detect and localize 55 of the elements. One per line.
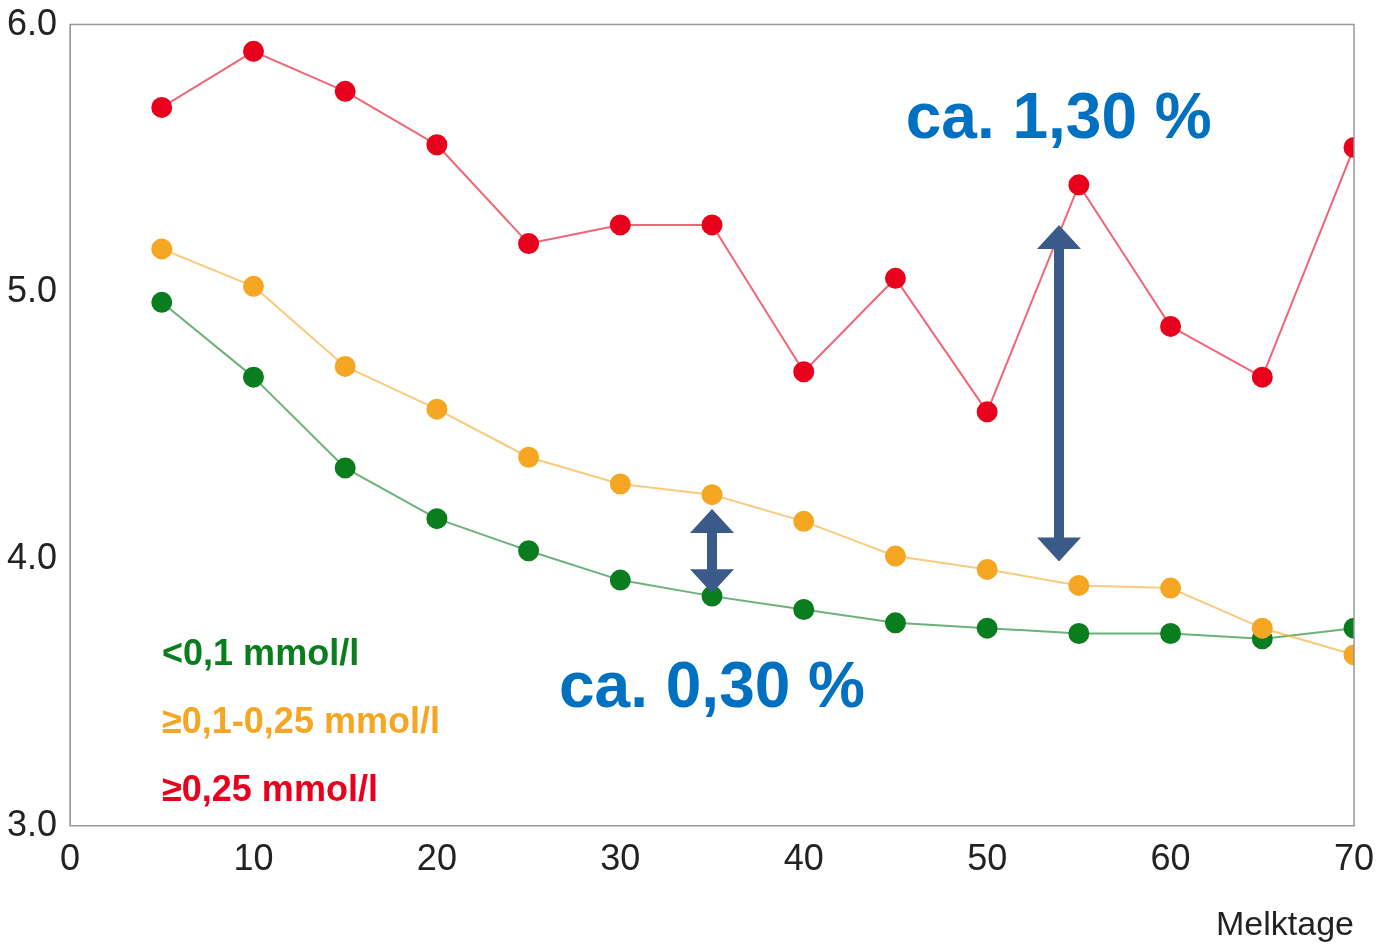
text: ≥0,1-0,25 mmol/l (162, 699, 440, 741)
point (976, 401, 998, 423)
x-tick-label: 30 (600, 837, 641, 879)
point (334, 80, 356, 102)
y-tick-label: 5.0 (7, 268, 58, 310)
point (884, 545, 906, 567)
text: <0,1 mmol/l (162, 631, 360, 673)
text: ≥0,25 mmol/l (162, 767, 378, 809)
annotation: ca. 0,30 % (559, 649, 866, 722)
point (151, 238, 173, 260)
point (1160, 623, 1182, 645)
x-tick-label: 10 (233, 837, 274, 879)
point (518, 233, 540, 255)
x-tick-label: 60 (1150, 837, 1191, 879)
point (1160, 577, 1182, 599)
point (793, 510, 815, 532)
point (793, 598, 815, 620)
point (976, 617, 998, 639)
point (242, 40, 264, 62)
point (1251, 617, 1273, 639)
y-tick-label: 3.0 (7, 802, 58, 844)
point (701, 214, 723, 236)
x-axis-title: Melktage (1216, 904, 1354, 942)
annotation: ca. 1,30 % (905, 80, 1212, 153)
x-tick-label: 20 (416, 837, 457, 879)
point (701, 484, 723, 506)
point (426, 134, 448, 156)
point (884, 267, 906, 289)
x-tick-label: 40 (783, 837, 824, 879)
y-tick-label: 6.0 (7, 1, 58, 43)
point (1068, 623, 1090, 645)
point (884, 612, 906, 634)
point (1251, 366, 1273, 388)
point (518, 540, 540, 562)
point (334, 457, 356, 479)
point (609, 473, 631, 495)
x-tick-label: 70 (1333, 837, 1375, 879)
point (426, 398, 448, 420)
point (518, 446, 540, 468)
x-tick-label: 0 (60, 837, 81, 879)
point (334, 355, 356, 377)
point (976, 558, 998, 580)
point (151, 96, 173, 118)
point (793, 361, 815, 383)
point (242, 275, 264, 297)
point (609, 214, 631, 236)
point (242, 366, 264, 388)
y-tick-label: 4.0 (7, 535, 58, 577)
point (1160, 315, 1182, 337)
point (151, 291, 173, 313)
point (1068, 174, 1090, 196)
point (1068, 574, 1090, 596)
point (426, 508, 448, 530)
point (609, 569, 631, 591)
x-tick-label: 50 (967, 837, 1008, 879)
